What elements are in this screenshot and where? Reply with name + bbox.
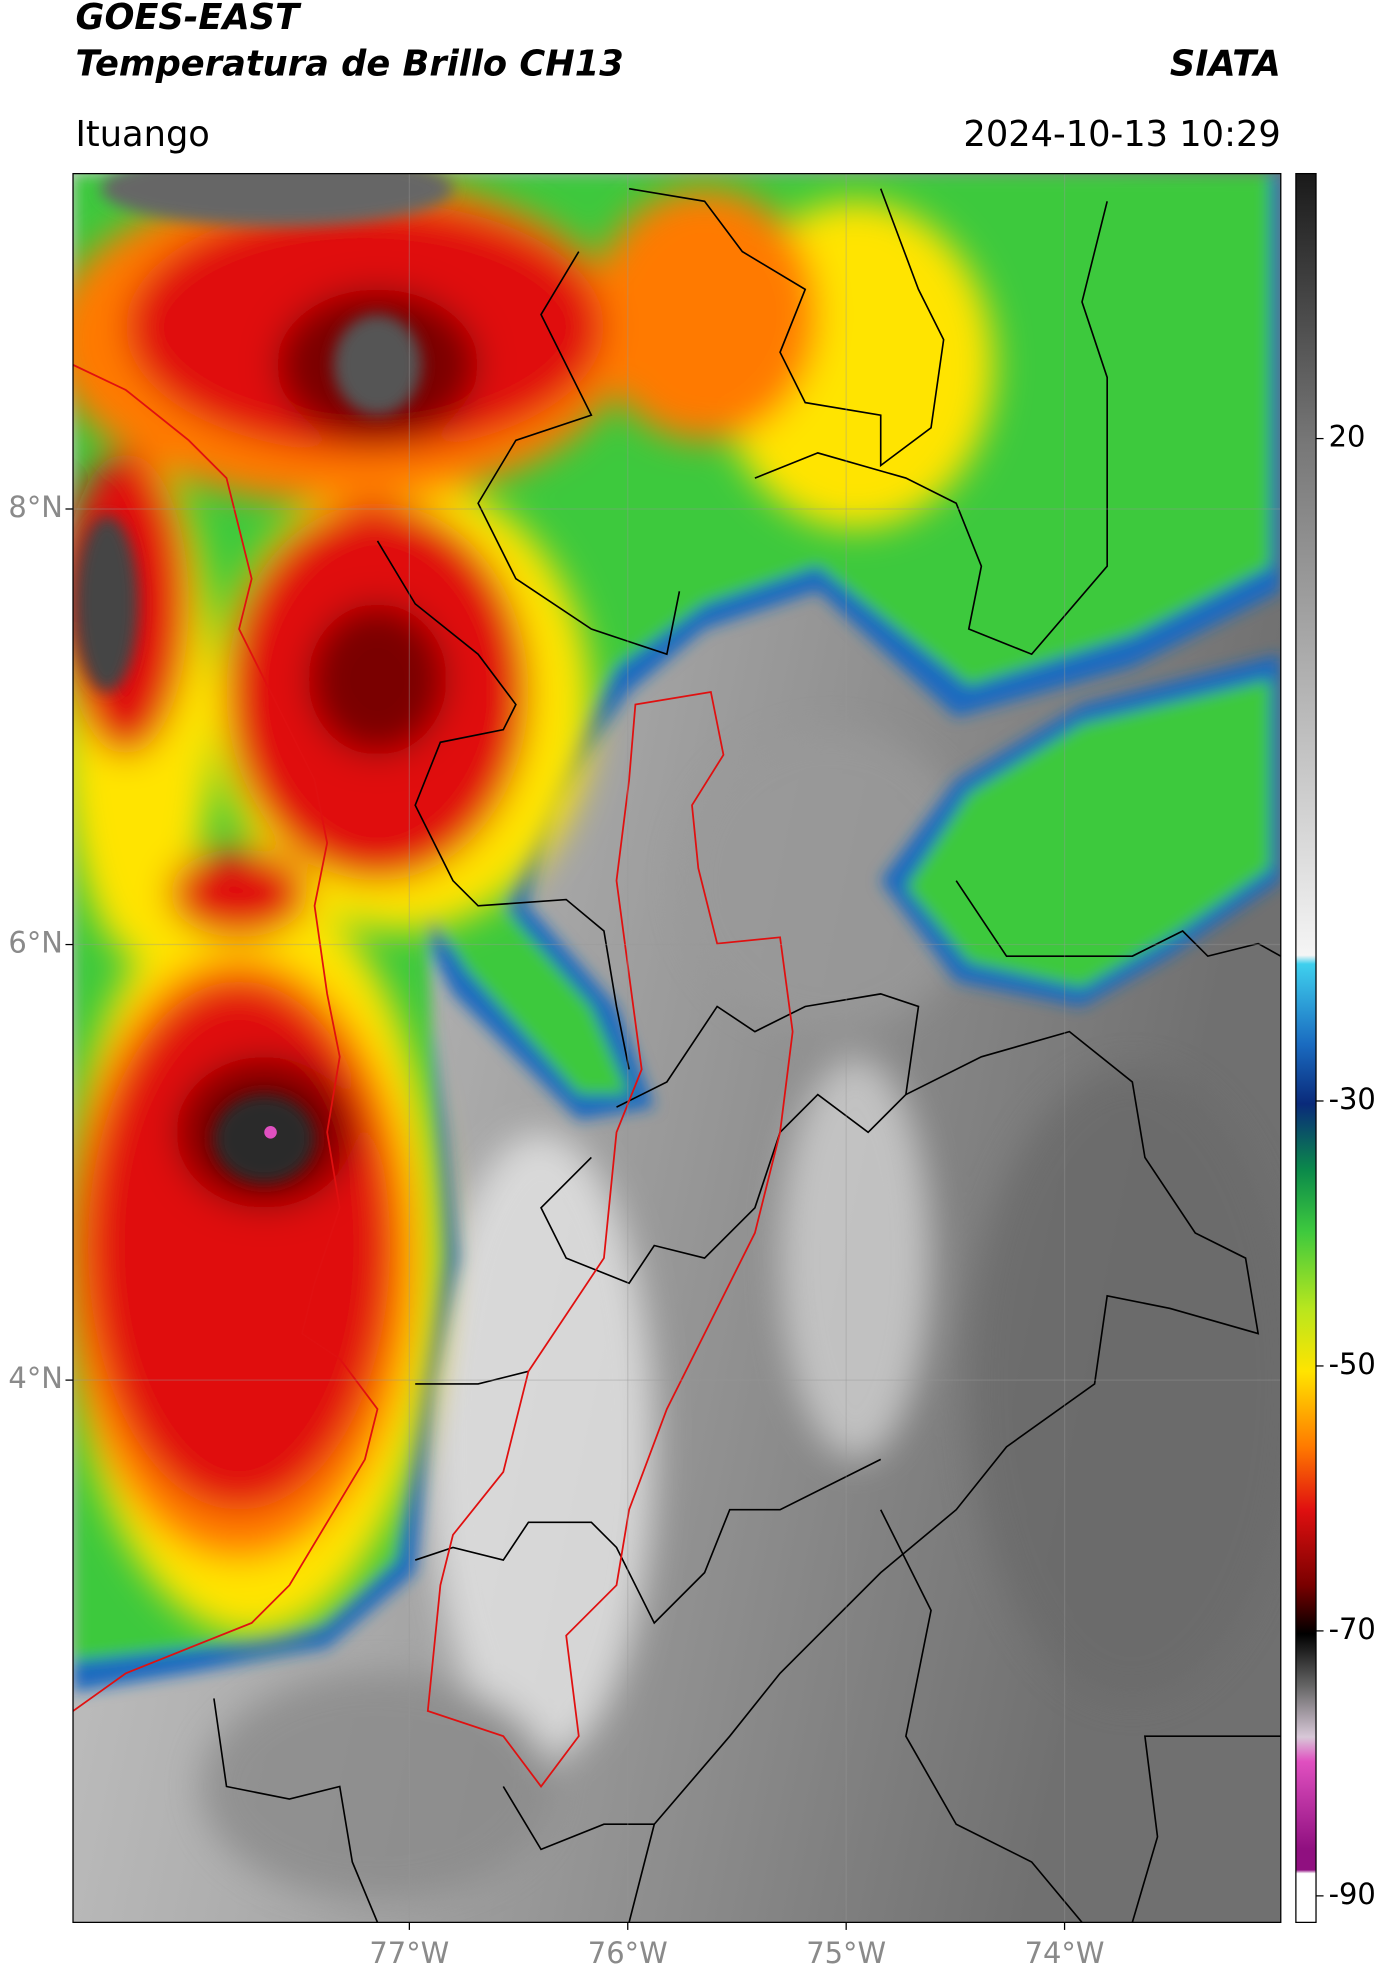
x-tick-label: 74°W: [1025, 1936, 1105, 1970]
grid: [73, 173, 1281, 1923]
datetime: 2024-10-13 10:29: [963, 114, 1280, 155]
colorbar-tick-label: -50: [1329, 1347, 1376, 1381]
map-frame: [72, 172, 1282, 1924]
x-tick-label: 77°W: [369, 1936, 449, 1970]
y-tick-label: 4°N: [8, 1361, 62, 1395]
colorbar-tick-label: -30: [1329, 1082, 1376, 1116]
satellite-image: [73, 173, 1281, 1923]
x-tick-label: 76°W: [588, 1936, 668, 1970]
y-tick-label: 6°N: [8, 926, 62, 960]
x-tick-label: 75°W: [806, 1936, 886, 1970]
title: GOES-EAST: [76, 0, 303, 38]
brand: SIATA: [1170, 43, 1281, 84]
y-tick-label: 8°N: [8, 490, 62, 524]
subtitle: Temperatura de Brillo CH13: [76, 43, 624, 84]
colorbar-tick-label: 20: [1329, 420, 1366, 454]
ticks: 77°W 76°W 75°W 74°W 4°N 6°N 8°N -90 -70 -50 -30 20: [8, 420, 1375, 1971]
place: Ituango: [76, 114, 210, 155]
colorbar-tick-label: -90: [1329, 1877, 1376, 1911]
colorbar: [1295, 172, 1317, 1924]
coastline: [73, 364, 794, 1788]
colorbar-tick-label: -70: [1329, 1612, 1376, 1646]
boundaries: [213, 187, 1281, 1923]
